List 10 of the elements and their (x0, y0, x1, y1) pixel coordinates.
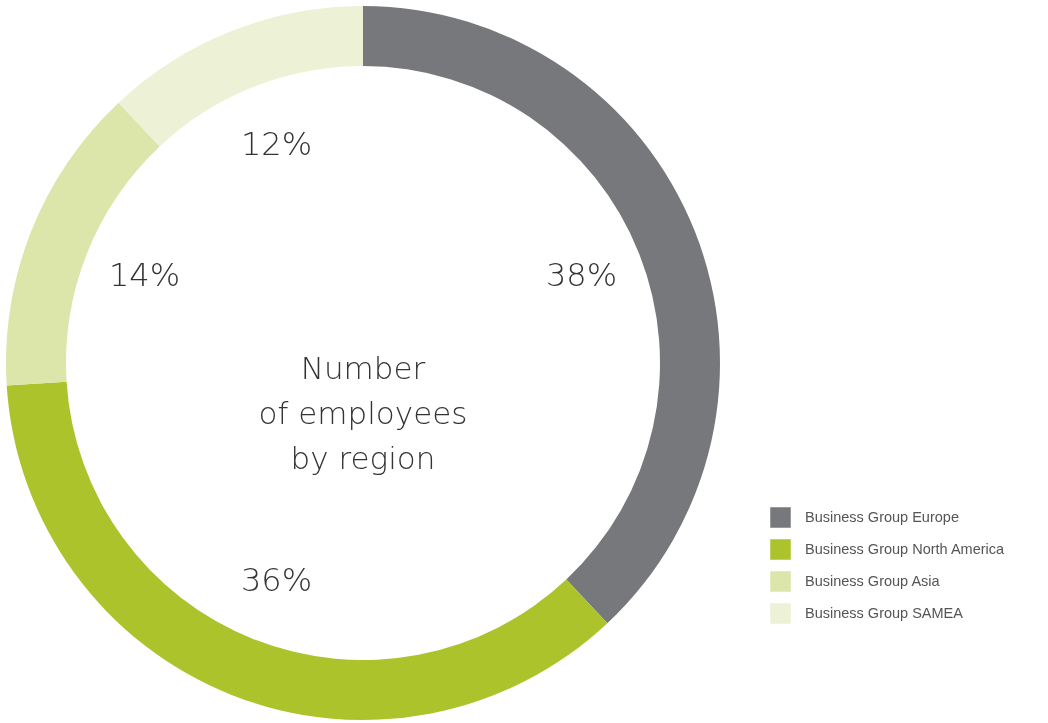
data-label: 14% (108, 256, 181, 295)
data-label: 12% (240, 124, 313, 163)
text: Number of employees by region (258, 350, 468, 476)
legend-label: Business Group North America (805, 540, 1005, 557)
legend-label: Business Group Asia (805, 572, 941, 589)
legend-label: Business Group Europe (805, 508, 959, 525)
legend-label: Business Group SAMEA (805, 604, 964, 621)
data-label: 36% (240, 561, 313, 600)
data-label: 38% (545, 256, 618, 295)
donut-slice (6, 381, 608, 720)
